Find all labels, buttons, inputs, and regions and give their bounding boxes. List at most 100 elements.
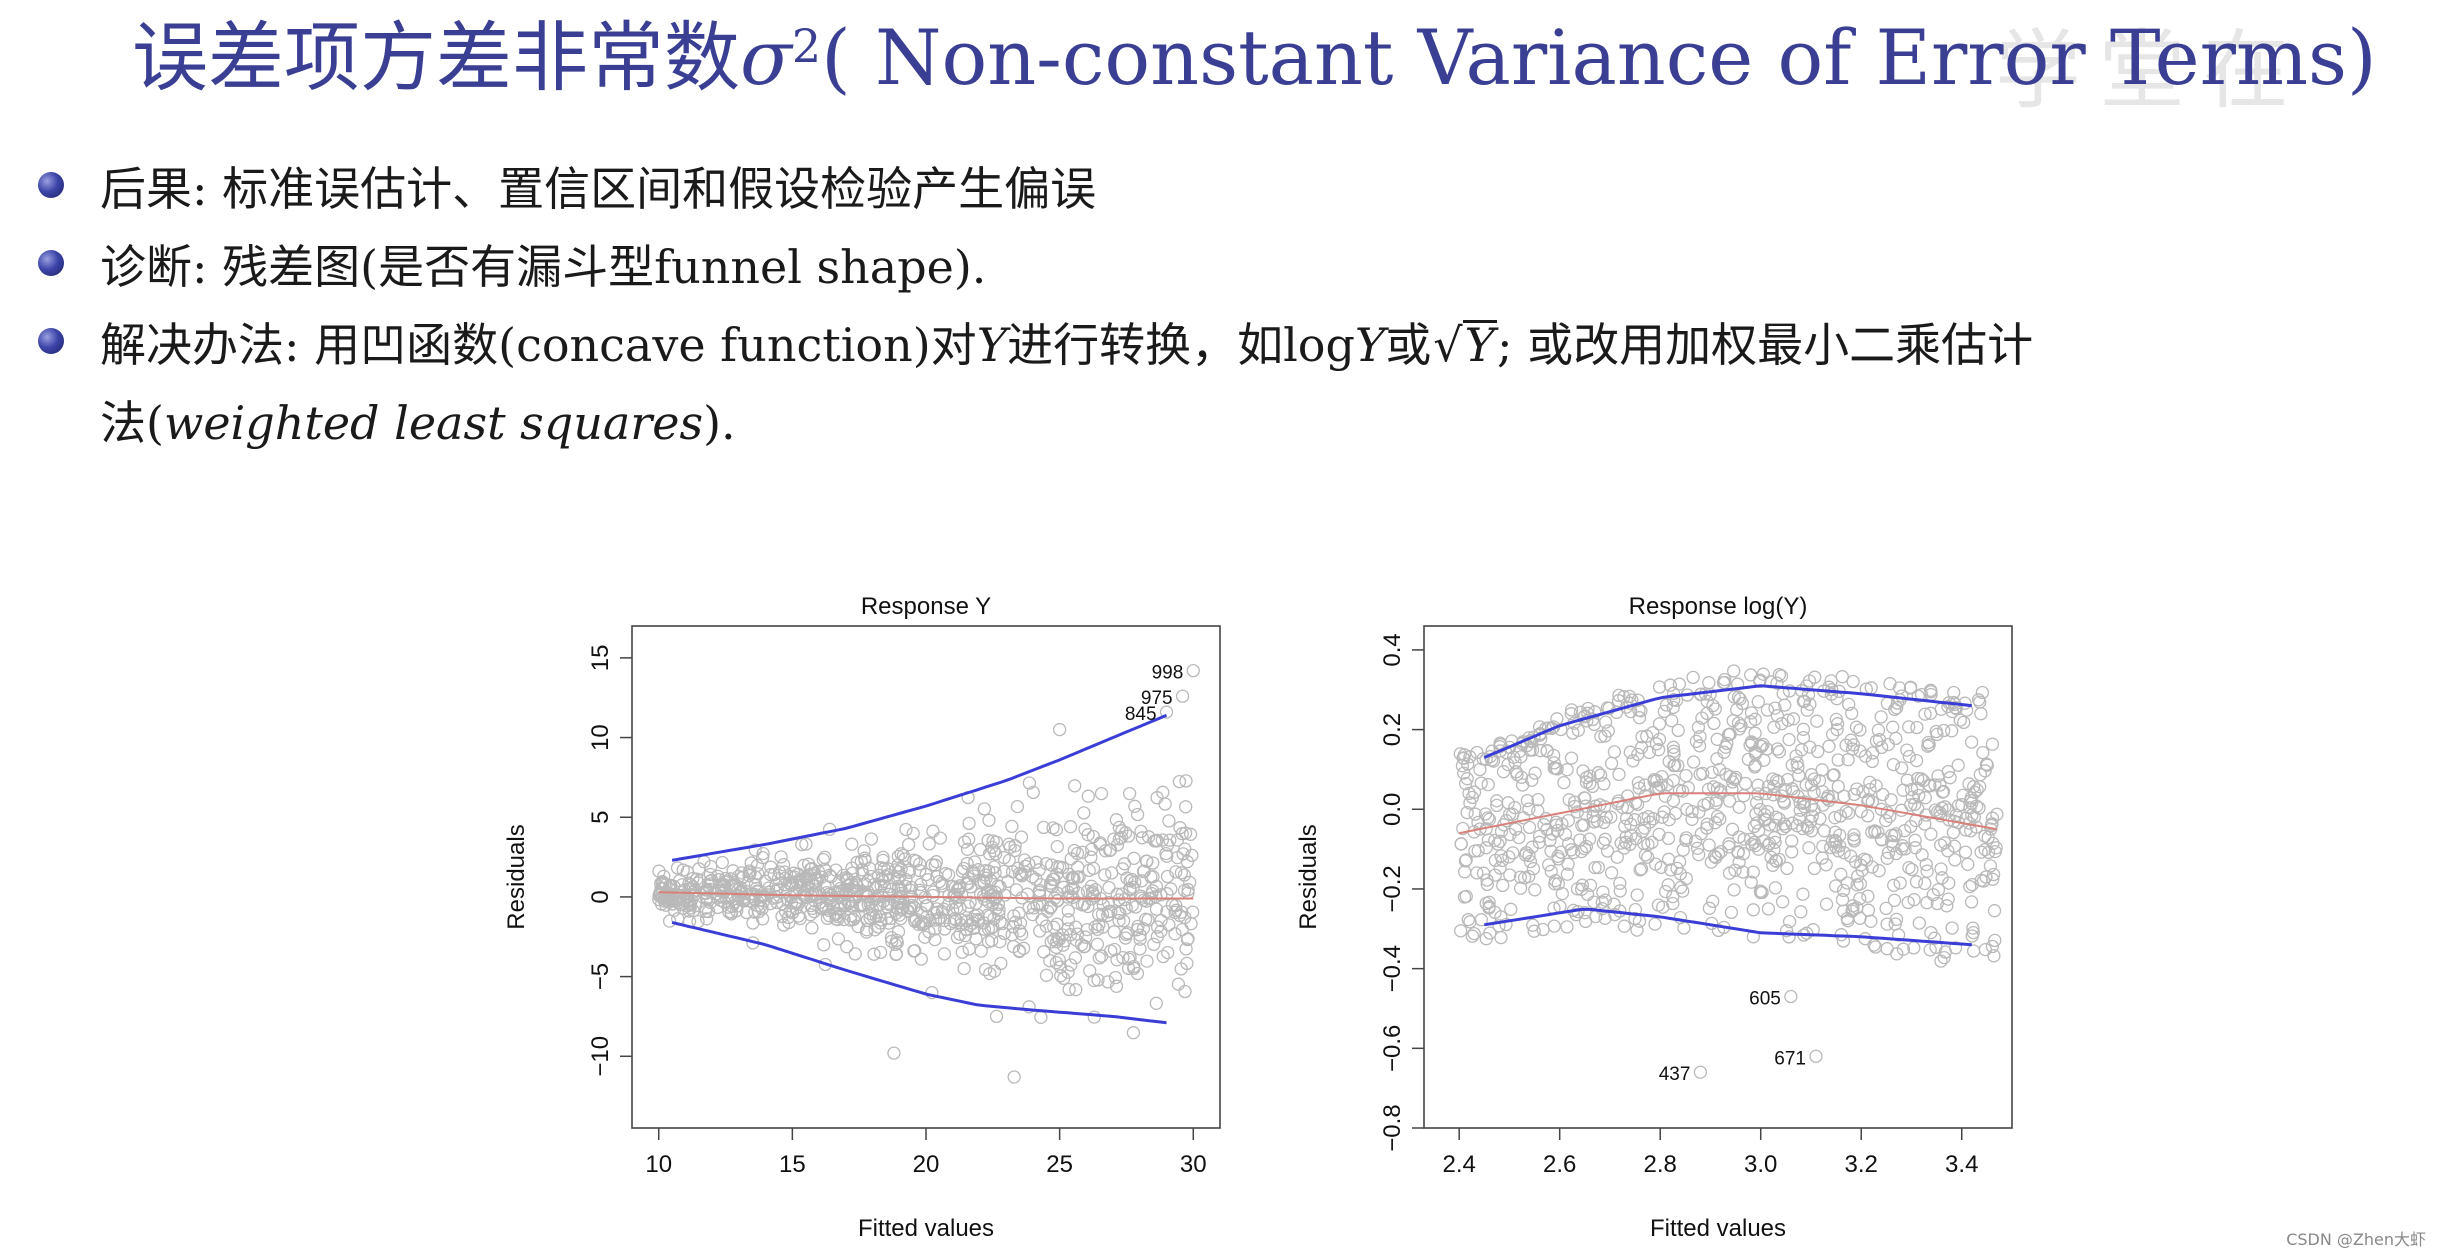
data-point	[1929, 724, 1943, 739]
data-point	[1607, 897, 1621, 911]
data-point	[1102, 880, 1116, 895]
data-point	[1665, 714, 1679, 728]
data-point	[1457, 890, 1472, 904]
data-point	[1488, 833, 1502, 848]
data-point	[748, 877, 763, 892]
data-point	[1126, 1026, 1141, 1040]
data-point	[1871, 825, 1885, 839]
data-point	[1984, 818, 1999, 833]
data-point	[1872, 864, 1886, 878]
data-point	[1575, 818, 1589, 833]
data-point	[841, 873, 855, 887]
data-point	[1965, 929, 1979, 943]
data-point	[1710, 809, 1725, 824]
data-point	[1072, 870, 1086, 884]
data-point	[1948, 941, 1963, 955]
data-point	[1831, 779, 1845, 794]
data-point	[1478, 807, 1493, 821]
data-point	[1915, 848, 1929, 862]
data-point	[1846, 674, 1860, 689]
data-point	[1139, 854, 1154, 868]
data-point	[1934, 862, 1948, 876]
data-point	[785, 878, 799, 892]
data-point	[764, 868, 778, 882]
data-point	[1641, 837, 1655, 852]
data-point	[1116, 950, 1130, 965]
data-point	[1588, 860, 1602, 875]
data-point	[1014, 830, 1029, 844]
data-point	[1744, 706, 1759, 720]
data-point	[1101, 975, 1115, 989]
math-var-y: Y	[976, 318, 1008, 372]
outlier-label: 975	[1141, 688, 1173, 709]
data-point	[1768, 835, 1782, 849]
data-point	[890, 901, 904, 915]
data-point	[1770, 742, 1785, 756]
data-point	[1941, 892, 1955, 906]
data-point	[888, 863, 903, 877]
data-point	[1494, 849, 1508, 863]
data-point	[960, 876, 974, 891]
data-point	[1066, 872, 1080, 886]
outlier-label: 845	[1125, 704, 1157, 725]
data-point	[1058, 934, 1072, 948]
data-point	[1857, 852, 1871, 866]
data-point	[1612, 767, 1626, 782]
data-point	[962, 942, 976, 956]
data-point	[1934, 954, 1948, 968]
bullet-label: 后果:	[100, 162, 208, 216]
data-point	[941, 868, 956, 882]
data-point	[1895, 761, 1909, 775]
data-point	[1481, 833, 1496, 847]
data-point	[1591, 860, 1606, 875]
data-point	[810, 873, 824, 888]
data-point	[1108, 970, 1123, 985]
data-point	[782, 915, 796, 930]
bullet-diagnosis: 诊断: 残差图(是否有漏斗型funnel shape).	[38, 228, 2418, 306]
data-point	[1547, 919, 1561, 933]
data-point	[824, 870, 838, 884]
data-point	[797, 886, 812, 900]
y-tick-label: 0	[587, 890, 614, 903]
data-point	[867, 947, 881, 961]
data-point	[1160, 887, 1174, 901]
data-point	[1887, 878, 1901, 892]
data-point	[1577, 791, 1591, 805]
data-point	[1893, 876, 1907, 890]
y-tick-label: 10	[587, 724, 614, 751]
data-point	[1109, 813, 1124, 827]
data-point	[1845, 742, 1860, 756]
bullet-text: 残差图(是否有漏斗型funnel shape).	[222, 240, 987, 294]
data-point	[742, 868, 756, 883]
data-point	[1887, 893, 1902, 907]
data-point	[1594, 729, 1608, 744]
data-point	[1920, 896, 1934, 910]
data-point	[1729, 770, 1743, 785]
data-point	[1088, 883, 1103, 897]
data-point	[1174, 866, 1189, 880]
data-point	[1890, 947, 1904, 961]
data-point	[1676, 843, 1690, 857]
data-point	[1523, 854, 1538, 869]
data-point	[1694, 827, 1708, 841]
data-point	[1121, 829, 1136, 843]
data-point	[1986, 867, 2001, 882]
bullet-label: 解决办法:	[100, 318, 300, 372]
data-point	[1772, 852, 1786, 867]
data-point	[1049, 823, 1063, 837]
data-point	[854, 854, 868, 869]
data-point	[1598, 715, 1613, 729]
data-point	[1685, 804, 1699, 819]
data-point	[796, 873, 810, 887]
data-point	[945, 879, 960, 894]
data-point	[1022, 1000, 1036, 1014]
data-point	[1178, 826, 1193, 840]
data-point	[1779, 924, 1794, 938]
data-point	[1909, 875, 1924, 889]
data-point	[715, 855, 729, 870]
data-point	[1671, 723, 1685, 738]
outlier-point	[1809, 1049, 1823, 1063]
data-point	[1604, 866, 1619, 880]
data-point	[1981, 830, 1995, 845]
data-point	[1923, 706, 1938, 720]
